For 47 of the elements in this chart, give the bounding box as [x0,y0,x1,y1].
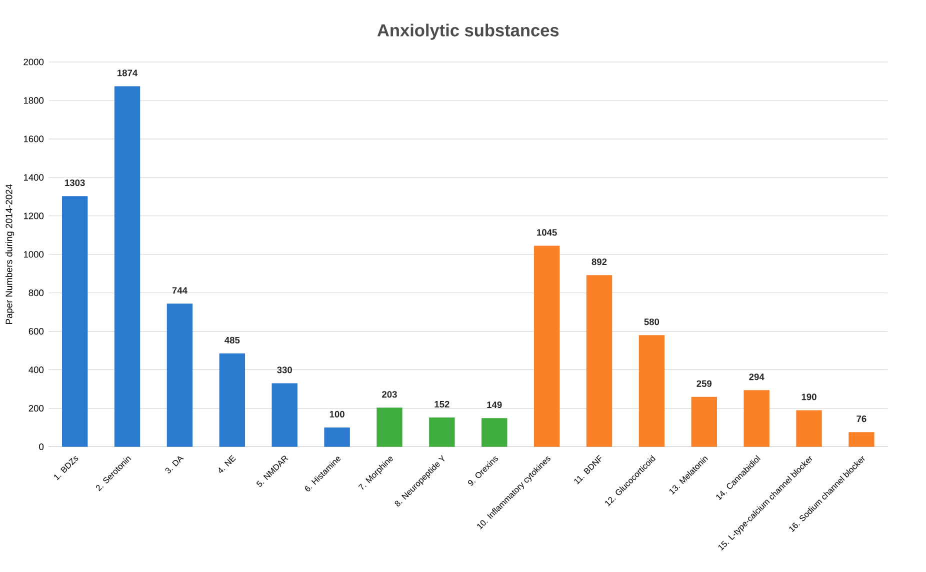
y-tick-label: 1200 [24,212,44,220]
y-tick-label: 600 [28,328,44,335]
bar [691,396,717,447]
data-label: 190 [802,394,816,400]
y-tick-label: 0 [39,444,44,450]
bar [219,354,246,447]
data-label: 149 [487,402,502,408]
bar [744,390,770,447]
data-label: 1874 [118,70,138,76]
data-label: 294 [749,374,764,380]
data-label: 485 [224,336,240,344]
bar [62,196,88,447]
y-tick-label: 1600 [24,136,44,142]
bar [534,246,560,447]
bar [586,275,612,447]
data-label: 152 [434,401,450,408]
y-tick-label: 1000 [24,251,44,258]
bar [482,418,508,447]
data-label: 744 [172,287,188,294]
bar [324,428,350,447]
data-label: 259 [696,380,712,387]
bar [272,383,298,447]
bar [166,304,193,447]
y-tick-label: 200 [28,405,44,412]
bar [114,86,140,447]
x-tick-label: 4. NE [218,455,236,474]
data-label: 100 [330,411,344,418]
data-label: 76 [856,416,866,422]
y-tick-label: 400 [28,366,44,374]
y-axis-title: Paper Numbers during 2014-2024 [5,184,14,324]
data-label: 203 [382,391,397,398]
y-tick-label: 1800 [24,97,44,104]
data-label: 892 [592,258,607,266]
bar [376,408,402,447]
x-tick-label: 3. DA [165,456,184,474]
data-label: 580 [644,318,660,326]
y-tick-label: 800 [28,290,44,296]
bar [638,335,665,447]
data-label: 1045 [537,229,557,236]
bar [796,410,822,447]
bar [429,418,455,447]
y-tick-label: 1400 [24,174,44,181]
bar [848,432,874,447]
y-tick-label: 2000 [24,58,44,66]
chart-title: Anxiolytic substances [377,24,559,40]
data-label: 1303 [65,180,85,186]
data-label: 330 [277,366,292,374]
